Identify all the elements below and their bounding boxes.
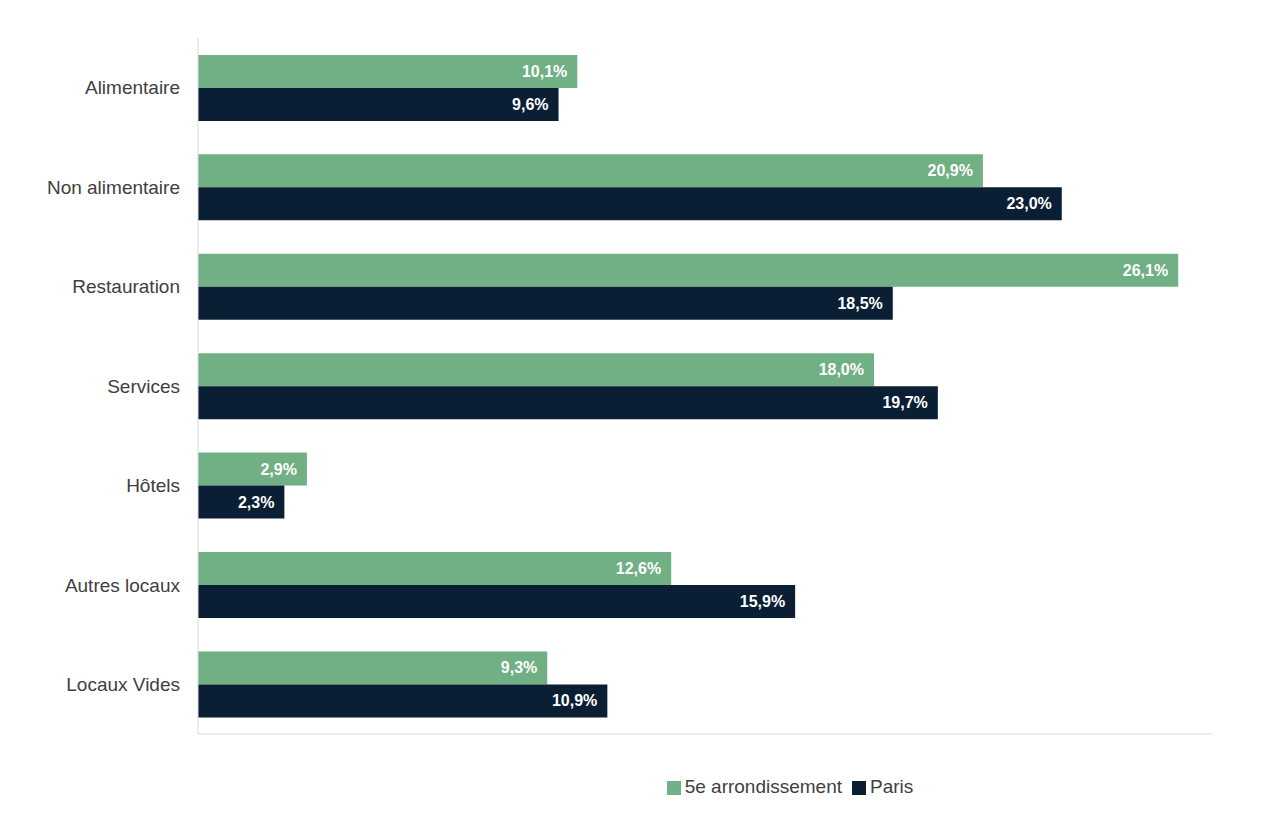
svg-text:15,9%: 15,9%: [740, 593, 785, 610]
svg-text:23,0%: 23,0%: [1006, 195, 1051, 212]
svg-text:2,3%: 2,3%: [238, 494, 274, 511]
svg-text:9,3%: 9,3%: [501, 659, 537, 676]
svg-text:Non alimentaire: Non alimentaire: [47, 177, 180, 198]
svg-text:Hôtels: Hôtels: [126, 475, 180, 496]
svg-text:10,1%: 10,1%: [522, 63, 567, 80]
svg-text:20,9%: 20,9%: [928, 162, 973, 179]
svg-text:19,7%: 19,7%: [882, 394, 927, 411]
svg-text:2,9%: 2,9%: [260, 461, 296, 478]
html-text:5e arrondissement: 5e arrondissement: [684, 776, 842, 797]
svg-text:9,6%: 9,6%: [512, 96, 548, 113]
svg-text:Alimentaire: Alimentaire: [85, 77, 180, 98]
svg-text:Locaux Vides: Locaux Vides: [66, 674, 180, 695]
svg-text:Autres locaux: Autres locaux: [65, 575, 181, 596]
svg-text:10,9%: 10,9%: [552, 692, 597, 709]
html-text:Paris: Paris: [870, 776, 914, 797]
svg-text:18,5%: 18,5%: [837, 295, 882, 312]
svg-text:Services: Services: [107, 376, 180, 397]
svg-text:Restauration: Restauration: [72, 276, 180, 297]
svg-text:12,6%: 12,6%: [616, 560, 661, 577]
svg-text:26,1%: 26,1%: [1123, 262, 1168, 279]
svg-text:18,0%: 18,0%: [819, 361, 864, 378]
